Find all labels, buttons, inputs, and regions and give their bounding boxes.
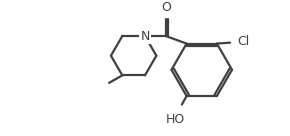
Text: HO: HO bbox=[166, 113, 185, 126]
Text: O: O bbox=[161, 1, 171, 14]
Text: N: N bbox=[140, 30, 150, 43]
Text: Cl: Cl bbox=[238, 35, 250, 48]
